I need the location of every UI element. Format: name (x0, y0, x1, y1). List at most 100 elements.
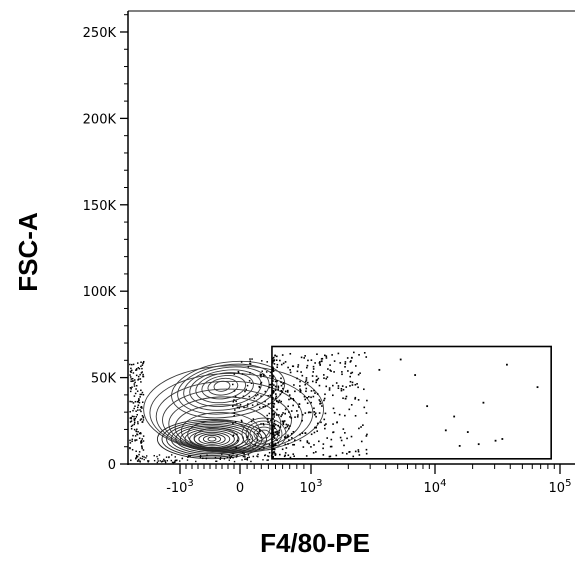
event-dot (357, 399, 360, 401)
contour-line (213, 380, 231, 392)
event-dot (135, 374, 138, 377)
event-dot (133, 407, 135, 410)
event-dot (131, 377, 134, 380)
event-dot (272, 375, 274, 377)
event-dot (233, 399, 235, 401)
event-dot (310, 401, 312, 404)
event-dot (312, 368, 315, 370)
event-dot (287, 424, 289, 426)
event-dot (325, 355, 328, 358)
event-dot (134, 400, 137, 403)
gate-rectangle[interactable] (271, 345, 552, 460)
event-dot (274, 442, 277, 445)
event-dot (324, 393, 326, 396)
event-dot (279, 453, 281, 456)
event-dot (287, 405, 290, 408)
event-dot (235, 456, 238, 458)
event-dot (272, 433, 275, 436)
event-dot (215, 460, 217, 462)
event-dot (233, 412, 236, 414)
event-dot (129, 410, 131, 413)
event-dot (133, 415, 135, 418)
event-dot (344, 361, 347, 363)
event-dot (273, 425, 276, 428)
event-dot (258, 406, 261, 409)
event-dot (337, 385, 340, 387)
event-dot (147, 461, 149, 463)
event-dot (240, 361, 243, 363)
event-dot (202, 457, 204, 460)
event-dot (130, 416, 132, 419)
event-dot (358, 427, 360, 430)
contour-line (143, 365, 325, 454)
event-dot (131, 363, 133, 366)
event-dot (141, 446, 143, 448)
event-dot (287, 434, 289, 437)
event-dot (278, 431, 280, 434)
event-dot (274, 444, 277, 446)
event-dot (282, 412, 284, 414)
event-dot (233, 390, 236, 392)
event-dot (365, 435, 368, 437)
event-dot (304, 398, 307, 401)
event-dot (137, 409, 139, 411)
event-dot (282, 387, 284, 390)
contour-line (155, 380, 303, 453)
event-dot (257, 393, 259, 396)
event-dot (205, 457, 208, 460)
event-dot (137, 458, 140, 461)
event-dot (323, 399, 325, 402)
event-dot (444, 429, 447, 432)
event-dot (278, 429, 281, 432)
event-dot (137, 379, 139, 381)
event-dot (310, 359, 313, 361)
x-tick-label: -103 (166, 478, 194, 496)
event-dot (297, 414, 299, 416)
event-dot (268, 412, 271, 415)
event-dot (130, 428, 133, 430)
event-dot (272, 391, 275, 394)
event-dot (168, 456, 170, 458)
event-dot (137, 430, 139, 433)
event-dot (272, 452, 274, 454)
event-dot (273, 416, 275, 418)
event-dot (296, 410, 298, 412)
event-dot (129, 363, 131, 366)
event-dot (284, 437, 286, 439)
event-dot (234, 421, 237, 423)
event-dot (325, 377, 328, 380)
event-dot (340, 439, 343, 442)
event-dot (259, 430, 261, 433)
event-dot (136, 406, 139, 409)
event-dot (257, 455, 259, 458)
event-dot (135, 384, 138, 387)
event-dot (140, 445, 143, 447)
event-dot (130, 388, 132, 390)
event-dot (494, 439, 497, 442)
event-dot (272, 405, 275, 407)
event-dot (135, 410, 137, 412)
event-dot (286, 425, 289, 428)
event-dot (316, 430, 319, 432)
event-dot (284, 452, 287, 454)
event-dot (261, 370, 263, 372)
event-dot (141, 438, 144, 440)
event-dot (156, 455, 158, 458)
event-dot (273, 412, 276, 415)
event-dot (282, 423, 285, 426)
event-dot (246, 459, 249, 461)
event-dot (341, 385, 344, 387)
event-dot (236, 403, 238, 405)
event-dot (139, 432, 142, 435)
event-dot (138, 453, 140, 456)
event-dot (263, 375, 265, 377)
event-dot (279, 359, 281, 362)
event-dot (143, 458, 145, 461)
event-dot (248, 438, 251, 441)
event-dot (312, 395, 315, 398)
event-dot (318, 412, 321, 414)
event-dot (129, 439, 131, 442)
event-dot (141, 415, 144, 417)
event-dot (245, 458, 247, 460)
event-dot (142, 373, 144, 376)
